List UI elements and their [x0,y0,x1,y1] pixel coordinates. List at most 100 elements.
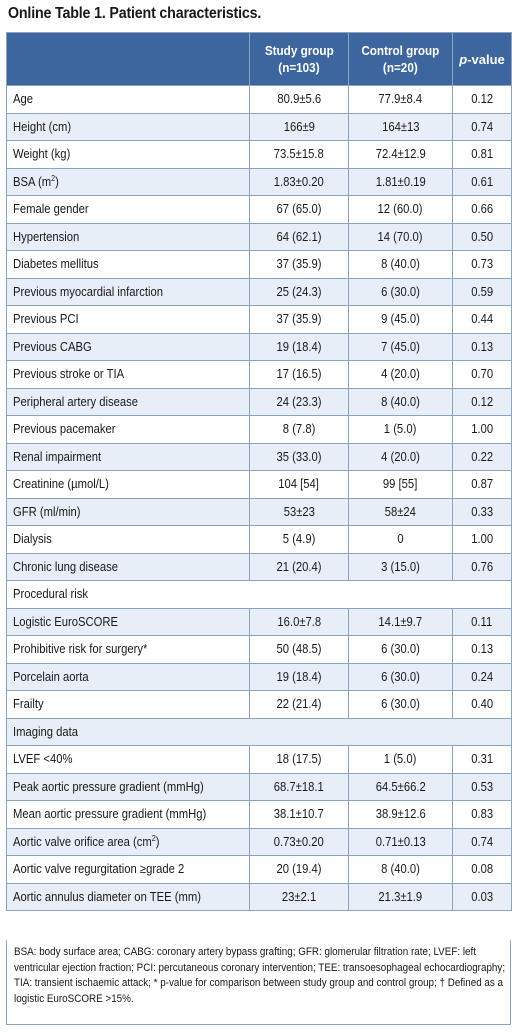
cell-p-value-text: 0.12 [471,92,493,107]
row-label: LVEF <40% [6,745,250,774]
cell-control-group-text: 14.1±9.7 [378,614,423,629]
row-label-main: Height (cm) [13,119,72,134]
row-label: Renal impairment [6,442,250,471]
section-label: Imaging data [6,717,512,746]
row-label-main: Creatinine (µmol/L) [13,477,109,492]
row-label-main: Peak aortic pressure gradient (mmHg) [13,779,204,794]
row-label-main: Chronic lung disease [13,559,119,574]
row-label: Previous stroke or TIA [6,360,250,389]
patient-characteristics-table: Study group (n=103) Control group (n=20)… [6,32,512,911]
cell-study-group: 67 (65.0) [249,195,349,224]
cell-study-group: 80.9±5.6 [249,85,349,114]
row-label-text: BSA (m2) [13,174,59,189]
row-label: BSA (m2) [6,167,250,196]
cell-study-group: 68.7±18.1 [249,772,349,801]
row-label: Height (cm) [6,112,250,141]
cell-study-group-text: 19 (18.4) [276,339,322,354]
cell-p-value-text: 0.12 [471,394,493,409]
cell-study-group: 16.0±7.8 [249,607,349,636]
row-label-text: GFR (ml/min) [13,505,81,519]
row-label-text: Previous CABG [13,340,92,354]
row-label: Previous PCI [6,305,250,334]
cell-control-group: 8 (40.0) [348,855,453,884]
cell-control-group-text: 72.4±12.9 [375,147,426,162]
row-label-main: Porcelain aorta [13,669,89,684]
table-row: Frailty 22 (21.4) 6 (30.0) 0.40 [6,690,512,719]
header-p-italic: p [459,51,468,67]
cell-control-group-text: 8 (40.0) [381,394,420,409]
cell-control-group: 14.1±9.7 [348,607,453,636]
cell-p-value: 0.12 [452,85,512,114]
cell-control-group-text: 77.9±8.4 [378,92,423,107]
row-label-main: Aortic annulus diameter on TEE (mm) [13,889,201,904]
table-row: Hypertension 64 (62.1) 14 (70.0) 0.50 [6,222,512,251]
table-row: Previous PCI 37 (35.9) 9 (45.0) 0.44 [6,305,512,334]
row-label-text: Aortic annulus diameter on TEE (mm) [13,890,201,904]
cell-p-value: 0.40 [452,690,512,719]
cell-study-group: 0.73±0.20 [249,827,349,856]
cell-p-value-text: 0.08 [471,862,493,877]
cell-study-group: 166±9 [249,112,349,141]
cell-study-group-text: 18 (17.5) [276,752,322,767]
table-row: Height (cm) 166±9 164±13 0.74 [6,112,512,141]
row-label-main: Age [13,92,34,107]
cell-control-group-text: 164±13 [381,119,420,134]
cell-control-group: 38.9±12.6 [348,800,453,829]
cell-control-group: 164±13 [348,112,453,141]
cell-study-group-text: 0.73±0.20 [274,834,324,849]
row-label-main: Aortic valve regurgitation ≥grade 2 [13,862,185,877]
cell-p-value: 0.12 [452,387,512,416]
cell-control-group-text: 7 (45.0) [381,339,420,354]
cell-control-group-text: 4 (20.0) [381,367,420,382]
row-label-text: Previous myocardial infarction [13,285,163,299]
cell-study-group-text: 1.83±0.20 [274,174,324,189]
table-row: Porcelain aorta 19 (18.4) 6 (30.0) 0.24 [6,662,512,691]
cell-study-group-text: 20 (19.4) [276,862,322,877]
cell-study-group-text: 50 (48.5) [276,642,322,657]
row-label-superscript: 2 [151,833,156,843]
row-label: Previous pacemaker [6,415,250,444]
table-row: Previous myocardial infarction 25 (24.3) 6… [6,277,512,306]
cell-control-group: 14 (70.0) [348,222,453,251]
row-label-text: Porcelain aorta [13,670,89,684]
header-study-line1: Study group [264,43,334,58]
cell-p-value-text: 1.00 [471,532,493,547]
cell-p-value-text: 0.66 [471,202,493,217]
row-label: Aortic annulus diameter on TEE (mm) [6,882,250,911]
row-label-text: Logistic EuroSCORE [13,615,118,629]
row-label: Mean aortic pressure gradient (mmHg) [6,800,250,829]
cell-study-group: 104 [54] [249,470,349,499]
row-label-main: Previous pacemaker [13,422,116,437]
cell-study-group-text: 37 (35.9) [276,312,322,327]
row-label-suffix: ) [155,834,160,849]
cell-p-value-text: 0.61 [471,174,493,189]
cell-p-value-text: 0.87 [471,477,493,492]
row-label-main: Aortic valve orifice area (cm [13,834,152,849]
row-label-main: Weight (kg) [13,147,71,162]
cell-study-group-text: 166±9 [283,119,315,134]
cell-study-group: 19 (18.4) [249,662,349,691]
table-row: Logistic EuroSCORE 16.0±7.8 14.1±9.7 0.11 [6,607,512,636]
cell-p-value-text: 0.81 [471,147,493,162]
cell-p-value-text: 0.22 [471,449,493,464]
header-row: Study group (n=103) Control group (n=20)… [6,32,512,86]
cell-control-group: 4 (20.0) [348,360,453,389]
cell-p-value-text: 0.74 [471,834,493,849]
row-label-main: Previous PCI [13,312,79,327]
cell-study-group-text: 17 (16.5) [276,367,322,382]
header-p-value: p-value [452,32,512,86]
cell-control-group: 99 [55] [348,470,453,499]
cell-study-group: 73.5±15.8 [249,140,349,169]
cell-p-value: 1.00 [452,415,512,444]
cell-control-group-text: 21.3±1.9 [378,889,423,904]
table-row: Weight (kg) 73.5±15.8 72.4±12.9 0.81 [6,140,512,169]
row-label-main: Dialysis [13,532,52,547]
row-label: Peripheral artery disease [6,387,250,416]
row-label: Weight (kg) [6,140,250,169]
cell-control-group-text: 99 [55] [383,477,418,492]
cell-control-group-text: 14 (70.0) [377,229,424,244]
header-control-line2: (n=20) [383,60,418,75]
cell-p-value-text: 0.03 [471,889,493,904]
row-label-text: Previous stroke or TIA [13,367,124,381]
cell-control-group: 0.71±0.13 [348,827,453,856]
